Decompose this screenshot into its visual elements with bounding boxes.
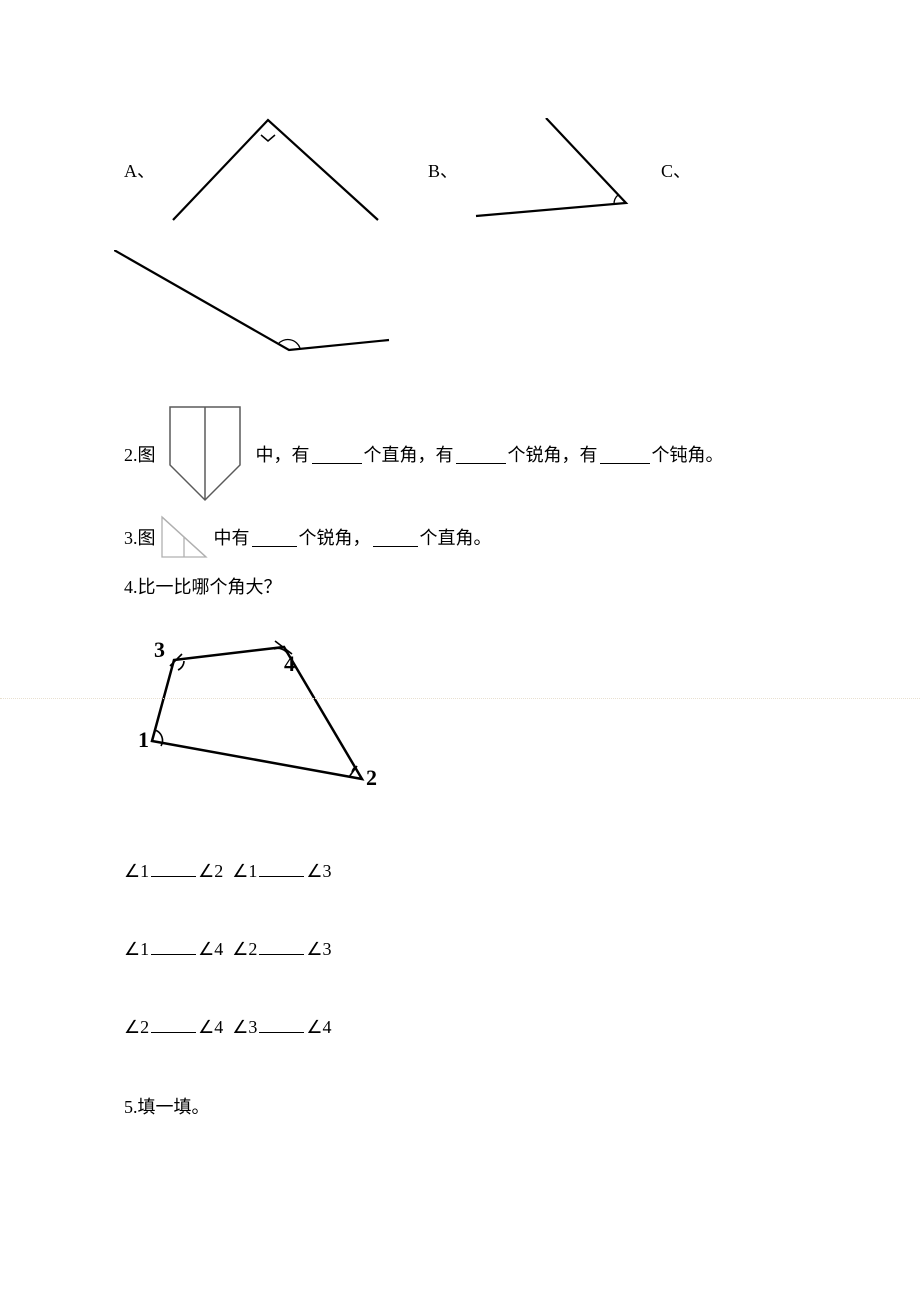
q2-blank3[interactable] bbox=[600, 446, 650, 464]
cmp-blank[interactable] bbox=[151, 1015, 196, 1033]
q2-pentagon-figure bbox=[160, 405, 252, 505]
angle-b-figure bbox=[466, 118, 641, 223]
compare-row: ∠1 ∠4 ∠2 ∠3 bbox=[124, 937, 920, 960]
cmp-a: ∠1 bbox=[124, 939, 149, 959]
q3-prefix: 3.图 bbox=[124, 524, 156, 553]
q4-label-1: 1 bbox=[138, 727, 149, 752]
cmp-a: ∠1 bbox=[124, 861, 149, 881]
q4-quadrilateral-figure: 1 2 3 4 bbox=[124, 619, 384, 804]
cmp-blank[interactable] bbox=[259, 1015, 304, 1033]
q1-options-row: A、 B、 C、 bbox=[124, 100, 920, 240]
q1-label-b: B、 bbox=[428, 157, 458, 183]
q4-label-3: 3 bbox=[154, 637, 165, 662]
cmp-blank[interactable] bbox=[259, 859, 304, 877]
cmp-blank[interactable] bbox=[259, 937, 304, 955]
q1-angle-c-row bbox=[124, 250, 920, 380]
cmp-c: ∠3 bbox=[232, 1017, 257, 1037]
q3-t1: 中有 bbox=[214, 524, 250, 553]
cmp-d: ∠4 bbox=[306, 1017, 331, 1037]
compare-row: ∠2 ∠4 ∠3 ∠4 bbox=[124, 1015, 920, 1038]
q2-t1: 中，有 bbox=[256, 441, 310, 470]
q1-label-c: C、 bbox=[661, 157, 691, 183]
compare-row: ∠1 ∠2 ∠1 ∠3 bbox=[124, 859, 920, 882]
angle-c-figure bbox=[114, 250, 399, 365]
cmp-blank[interactable] bbox=[151, 859, 196, 877]
q3-t3: 个直角。 bbox=[420, 524, 492, 553]
q2-t2: 个直角，有 bbox=[364, 441, 454, 470]
cmp-b: ∠4 bbox=[198, 1017, 223, 1037]
cmp-a: ∠2 bbox=[124, 1017, 149, 1037]
q2-blank1[interactable] bbox=[312, 446, 362, 464]
q2-line: 2.图 中，有 个直角，有 个锐角，有 个钝角。 bbox=[124, 405, 920, 505]
cmp-d: ∠3 bbox=[306, 861, 331, 881]
angle-a-figure bbox=[163, 105, 388, 235]
compare-block: ∠1 ∠2 ∠1 ∠3 ∠1 ∠4 ∠2 ∠3 ∠2 ∠4 ∠3 ∠4 bbox=[124, 859, 920, 1038]
q1-label-a: A、 bbox=[124, 157, 155, 183]
page-divider bbox=[0, 698, 920, 699]
q2-blank2[interactable] bbox=[456, 446, 506, 464]
q3-blank1[interactable] bbox=[252, 529, 297, 547]
q2-prefix: 2.图 bbox=[124, 441, 156, 470]
q4-title: 4.比一比哪个角大？ bbox=[124, 573, 920, 599]
q3-line: 3.图 中有 个锐角， 个直角。 bbox=[124, 515, 920, 561]
q4-label-2: 2 bbox=[366, 765, 377, 790]
q3-t2: 个锐角， bbox=[299, 524, 371, 553]
cmp-c: ∠1 bbox=[232, 861, 257, 881]
q3-triangle-figure bbox=[160, 515, 210, 561]
cmp-c: ∠2 bbox=[232, 939, 257, 959]
cmp-blank[interactable] bbox=[151, 937, 196, 955]
q3-blank2[interactable] bbox=[373, 529, 418, 547]
q2-t3: 个锐角，有 bbox=[508, 441, 598, 470]
cmp-b: ∠2 bbox=[198, 861, 223, 881]
q2-t4: 个钝角。 bbox=[652, 441, 724, 470]
cmp-b: ∠4 bbox=[198, 939, 223, 959]
q4-label-4: 4 bbox=[284, 651, 295, 676]
cmp-d: ∠3 bbox=[306, 939, 331, 959]
q5-title: 5.填一填。 bbox=[124, 1093, 920, 1119]
